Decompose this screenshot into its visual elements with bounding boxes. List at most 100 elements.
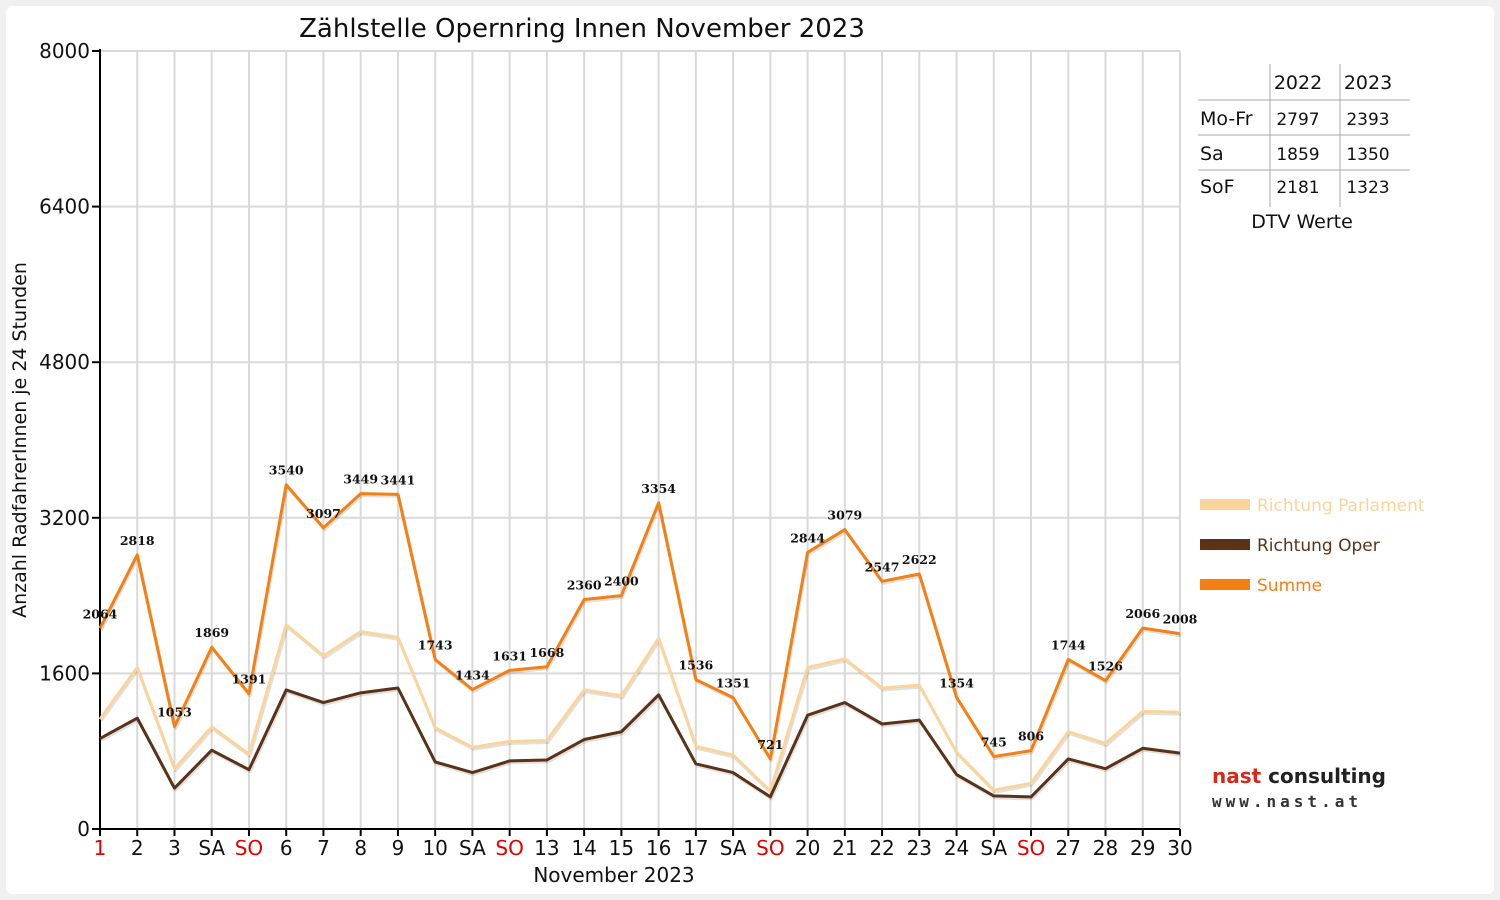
logo-name-part2: consulting xyxy=(1268,764,1386,788)
data-label: 2818 xyxy=(120,533,155,548)
legend-swatch xyxy=(1200,579,1250,590)
dtv-cell: 1350 xyxy=(1346,145,1389,165)
y-tick-label: 4800 xyxy=(39,350,90,374)
y-tick-label: 0 xyxy=(77,817,90,841)
x-tick-label: 7 xyxy=(317,836,330,860)
x-tick-label: 15 xyxy=(609,836,634,860)
data-label: 745 xyxy=(981,735,1007,750)
y-tick-label: 3200 xyxy=(39,506,90,530)
series-line-summe xyxy=(98,483,1181,761)
x-tick-label: 20 xyxy=(795,836,820,860)
data-label: 1351 xyxy=(716,676,751,691)
data-label: 1434 xyxy=(455,668,490,683)
logo-name-part1: nast xyxy=(1212,764,1262,788)
x-tick-label: 6 xyxy=(280,836,293,860)
x-tick-label: 2 xyxy=(131,836,144,860)
dtv-cell: 2393 xyxy=(1346,110,1389,130)
data-label: 721 xyxy=(757,737,783,752)
x-tick-label: 30 xyxy=(1167,836,1192,860)
x-tick-label: 13 xyxy=(534,836,559,860)
x-tick-label: SA xyxy=(980,836,1007,860)
data-label: 3079 xyxy=(827,508,862,523)
dtv-header-2023: 2023 xyxy=(1344,72,1392,94)
x-tick-label: 10 xyxy=(422,836,447,860)
data-label: 3441 xyxy=(381,472,416,487)
x-tick-label: 29 xyxy=(1130,836,1155,860)
series-shadow xyxy=(99,625,1182,795)
x-tick-label: 28 xyxy=(1093,836,1118,860)
series-line-richtung-parlament xyxy=(98,623,1181,793)
data-label: 1391 xyxy=(232,672,267,687)
data-label: 1631 xyxy=(492,648,527,663)
y-axis-label: Anzahl RadfahrerInnen je 24 Stunden xyxy=(9,262,31,618)
data-label: 3097 xyxy=(306,506,341,521)
data-label: 1869 xyxy=(194,625,229,640)
data-label: 1743 xyxy=(418,637,453,652)
x-tick-label: 1 xyxy=(94,836,107,860)
dtv-row-label: SoF xyxy=(1200,176,1235,198)
data-label: 2547 xyxy=(865,559,900,574)
legend-swatch xyxy=(1200,499,1250,510)
dtv-table: 2022 2023 Mo-Fr 2797 2393 Sa 1859 1350 S… xyxy=(1198,64,1410,233)
x-tick-label: SO xyxy=(235,836,263,860)
data-label: 2622 xyxy=(902,552,937,567)
logo-url: www.nast.at xyxy=(1212,792,1362,811)
x-tick-label: 17 xyxy=(683,836,708,860)
data-label: 806 xyxy=(1018,729,1044,744)
nast-logo: nast consulting www.nast.at xyxy=(1200,750,1443,825)
x-tick-label: 24 xyxy=(944,836,969,860)
x-tick-label: SO xyxy=(495,836,523,860)
x-tick-label: 22 xyxy=(869,836,894,860)
data-label: 2066 xyxy=(1125,606,1160,621)
x-tick-label: SO xyxy=(1017,836,1045,860)
data-label: 1668 xyxy=(529,645,564,660)
legend-swatch xyxy=(1200,539,1250,550)
data-label: 1526 xyxy=(1088,659,1123,674)
y-tick-label: 8000 xyxy=(39,39,90,63)
dtv-header-2022: 2022 xyxy=(1274,72,1322,94)
x-tick-label: SA xyxy=(198,836,225,860)
dtv-row-label: Mo-Fr xyxy=(1200,108,1253,130)
chart-title: Zählstelle Opernring Innen November 2023 xyxy=(299,14,865,44)
dtv-cell: 1323 xyxy=(1346,178,1389,198)
series-line-richtung-oper xyxy=(99,686,1181,799)
chart-frame xyxy=(6,6,1494,894)
x-tick-label: 16 xyxy=(646,836,671,860)
data-label: 3354 xyxy=(641,481,676,496)
x-tick-label: 27 xyxy=(1056,836,1081,860)
dtv-cell: 1859 xyxy=(1276,145,1319,165)
x-tick-label: SA xyxy=(459,836,486,860)
x-tick-label: 8 xyxy=(354,836,367,860)
dtv-row-label: Sa xyxy=(1200,143,1224,165)
x-axis-label: November 2023 xyxy=(533,863,694,887)
legend-label: Richtung Oper xyxy=(1257,536,1380,556)
dtv-cell: 2797 xyxy=(1276,110,1319,130)
y-tick-label: 6400 xyxy=(39,195,90,219)
data-label: 2844 xyxy=(790,530,825,545)
data-label: 3449 xyxy=(343,472,378,487)
series-shadow xyxy=(99,485,1182,763)
dtv-caption: DTV Werte xyxy=(1251,211,1353,233)
y-tick-label: 1600 xyxy=(39,661,90,685)
x-tick-label: 14 xyxy=(571,836,596,860)
chart-legend: Richtung Parlament Richtung Oper Summe xyxy=(1200,496,1425,596)
x-tick-label: SO xyxy=(756,836,784,860)
series-shadow xyxy=(100,688,1182,801)
data-label: 3540 xyxy=(269,463,304,478)
data-label: 1744 xyxy=(1051,637,1086,652)
data-label: 2360 xyxy=(567,577,602,592)
x-tick-label: 23 xyxy=(907,836,932,860)
data-label: 1053 xyxy=(157,705,192,720)
x-tick-label: 9 xyxy=(392,836,405,860)
data-label: 2064 xyxy=(83,606,118,621)
legend-label: Richtung Parlament xyxy=(1257,496,1425,516)
data-label: 1354 xyxy=(939,675,974,690)
data-label: 1536 xyxy=(678,658,713,673)
x-tick-label: 21 xyxy=(832,836,857,860)
x-tick-label: SA xyxy=(720,836,747,860)
dtv-cell: 2181 xyxy=(1276,178,1319,198)
logo-wordmark: nast consulting xyxy=(1212,764,1386,788)
legend-label: Summe xyxy=(1257,576,1322,596)
data-label: 2400 xyxy=(604,574,639,589)
